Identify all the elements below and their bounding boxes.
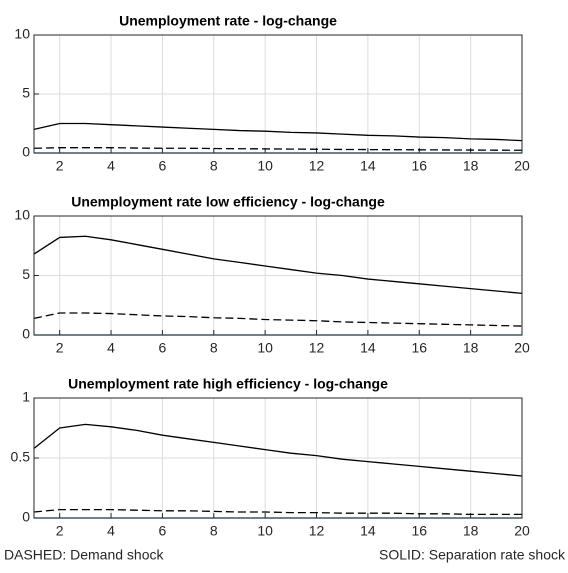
x-tick-label: 10 <box>257 340 273 356</box>
x-tick-label: 10 <box>257 523 273 539</box>
x-tick-label: 2 <box>56 523 64 539</box>
line-series <box>33 235 523 294</box>
x-tick-label: 2 <box>56 340 64 356</box>
y-tick-label: 10 <box>14 26 30 42</box>
y-tick-label: 5 <box>22 85 30 101</box>
x-tick-label: 12 <box>309 158 325 174</box>
x-tick-label: 16 <box>411 523 427 539</box>
y-tick-label: 5 <box>22 266 30 282</box>
x-tick-label: 16 <box>411 158 427 174</box>
x-tick-label: 10 <box>257 158 273 174</box>
x-tick-label: 12 <box>309 523 325 539</box>
footer-left: DASHED: Demand shock <box>4 547 165 563</box>
x-tick-label: 18 <box>463 158 479 174</box>
line-series <box>33 147 523 151</box>
x-tick-label: 8 <box>210 340 218 356</box>
x-tick-label: 18 <box>463 523 479 539</box>
x-tick-label: 6 <box>159 158 167 174</box>
x-tick-label: 2 <box>56 158 64 174</box>
line-series <box>33 122 523 142</box>
line-series <box>33 312 523 327</box>
y-tick-label: 0 <box>22 326 30 342</box>
y-tick-label: 10 <box>14 207 30 223</box>
x-tick-label: 6 <box>159 523 167 539</box>
x-tick-label: 20 <box>514 158 530 174</box>
line-series <box>33 423 523 477</box>
x-tick-label: 8 <box>210 158 218 174</box>
chart-title: Unemployment rate - log-change <box>119 13 337 29</box>
axes-box <box>33 397 523 519</box>
x-tick-label: 14 <box>360 340 376 356</box>
x-tick-label: 12 <box>309 340 325 356</box>
line-series <box>33 508 522 516</box>
axes-box <box>33 215 523 336</box>
x-tick-label: 20 <box>514 340 530 356</box>
x-tick-label: 16 <box>411 340 427 356</box>
x-tick-label: 4 <box>107 340 115 356</box>
x-tick-label: 8 <box>210 523 218 539</box>
x-tick-label: 18 <box>463 340 479 356</box>
x-tick-label: 14 <box>360 158 376 174</box>
y-tick-label: 0 <box>22 144 30 160</box>
footer-right: SOLID: Separation rate shock <box>379 547 566 563</box>
x-tick-label: 14 <box>360 523 376 539</box>
chart-title: Unemployment rate low efficiency - log-c… <box>71 194 385 210</box>
x-tick-label: 20 <box>514 523 530 539</box>
x-tick-label: 6 <box>159 340 167 356</box>
y-tick-label: 1 <box>22 389 30 405</box>
y-tick-label: 0 <box>22 509 30 525</box>
y-tick-label: 0.5 <box>11 449 31 465</box>
x-tick-label: 4 <box>107 523 115 539</box>
x-tick-label: 4 <box>107 158 115 174</box>
chart-title: Unemployment rate high efficiency - log-… <box>68 376 388 392</box>
axes-box <box>33 34 523 154</box>
